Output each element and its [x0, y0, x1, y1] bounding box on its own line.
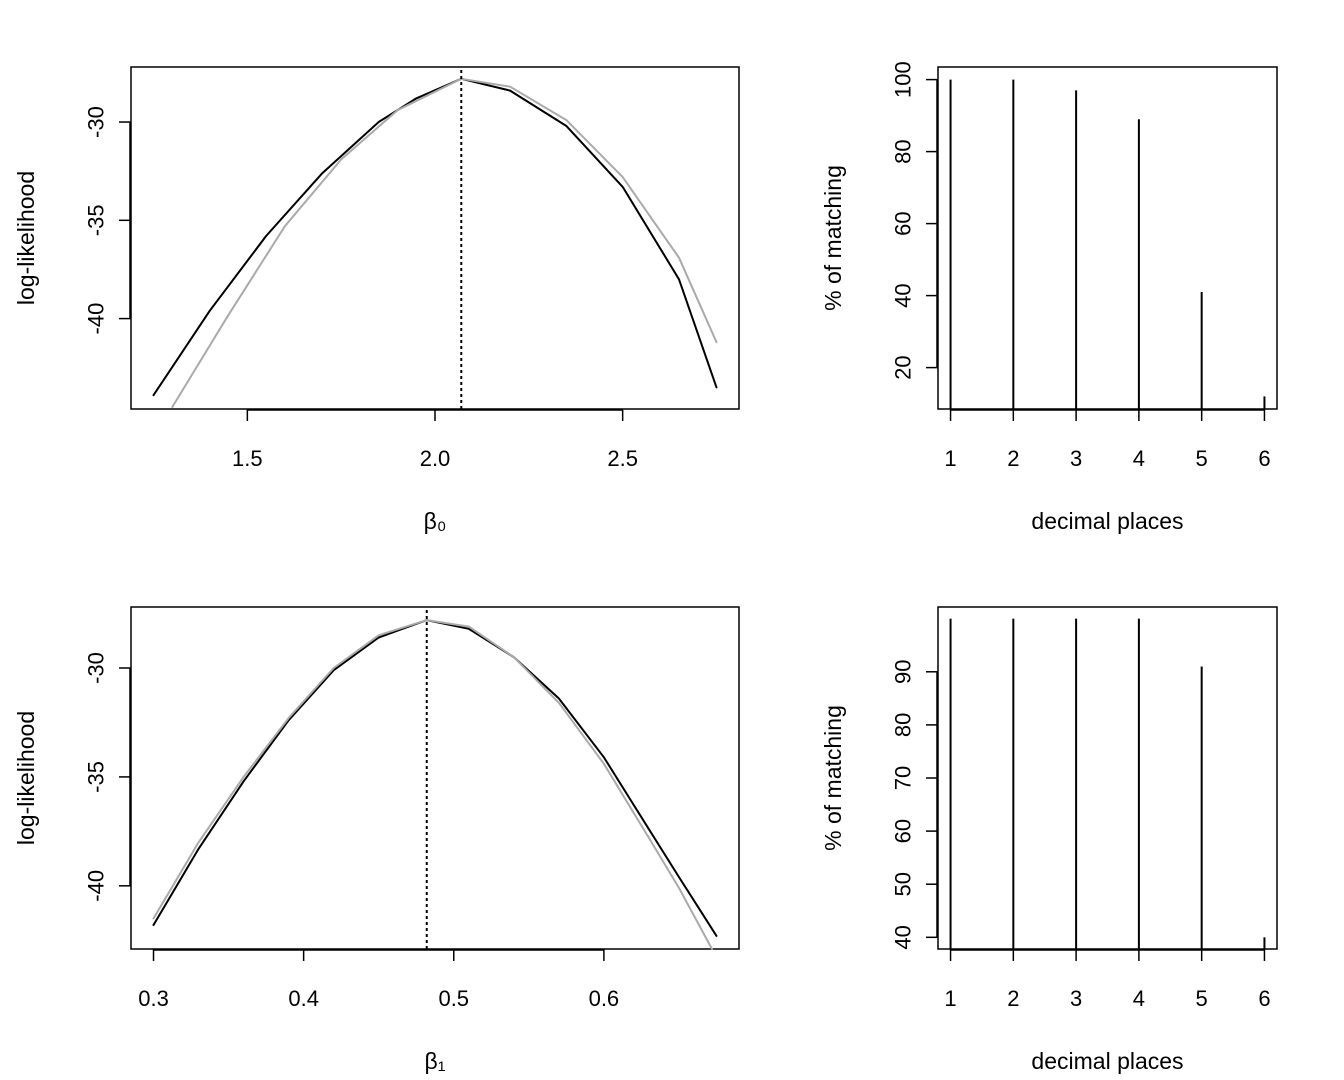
- x-tick-label: 4: [1133, 446, 1145, 471]
- x-axis-label: decimal places: [1031, 1048, 1183, 1074]
- y-tick-label: 20: [891, 355, 916, 379]
- y-tick-label: 100: [891, 61, 916, 98]
- x-tick-label: 6: [1258, 446, 1270, 471]
- loglik-curve-black: [152, 619, 718, 937]
- x-tick-label: 6: [1258, 986, 1270, 1011]
- y-axis-label: % of matching: [820, 705, 846, 851]
- x-tick-label: 2.5: [607, 446, 638, 471]
- x-tick-label: 4: [1133, 986, 1145, 1011]
- y-tick-label: 50: [891, 872, 916, 896]
- x-tick-label: 2: [1007, 986, 1019, 1011]
- plot-frame: [937, 606, 1278, 950]
- x-tick-label: 0.6: [589, 986, 620, 1011]
- x-tick-label: 2: [1007, 446, 1019, 471]
- x-tick-label: 2.0: [420, 446, 451, 471]
- panel-match-b1: 1 2 3 4 5 6 40 50 60 70 80 90 decimal places % of mat…: [820, 606, 1278, 1074]
- x-tick-label: 5: [1196, 986, 1208, 1011]
- plot-frame: [130, 66, 740, 410]
- x-axis-label: β₀: [424, 508, 447, 534]
- loglik-curve-gray: [171, 77, 718, 408]
- y-tick-label: 80: [891, 139, 916, 163]
- x-tick-label: 0.5: [438, 986, 469, 1011]
- y-tick-label: -35: [84, 204, 109, 236]
- y-tick-label: -35: [84, 761, 109, 793]
- x-axis-label: β₁: [425, 1048, 446, 1074]
- y-tick-label: -40: [84, 303, 109, 335]
- y-tick-label: -40: [84, 870, 109, 902]
- x-tick-label: 1: [944, 446, 956, 471]
- x-tick-label: 3: [1070, 986, 1082, 1011]
- panel-match-b0: 1 2 3 4 5 6 20 40 60 80 100 decimal places % of matc…: [820, 61, 1278, 534]
- y-axis-label: log-likelihood: [13, 171, 39, 305]
- x-tick-label: 3: [1070, 446, 1082, 471]
- y-tick-label: -30: [84, 652, 109, 684]
- panel-loglik-b0: 1.5 2.0 2.5 -40 -35 -30 β₀ log-likelihood: [13, 66, 740, 534]
- x-tick-label: 1: [944, 986, 956, 1011]
- y-axis-label: log-likelihood: [13, 711, 39, 845]
- y-tick-label: 60: [891, 211, 916, 235]
- plot-frame: [130, 606, 740, 950]
- y-tick-label: 90: [891, 660, 916, 684]
- loglik-curve-black: [152, 77, 718, 397]
- x-axis-label: decimal places: [1031, 508, 1183, 534]
- loglik-curve-gray: [152, 619, 713, 950]
- y-tick-label: -30: [84, 106, 109, 138]
- plot-frame: [937, 66, 1278, 410]
- x-tick-label: 0.3: [138, 986, 169, 1011]
- y-tick-label: 40: [891, 283, 916, 307]
- x-tick-label: 1.5: [232, 446, 263, 471]
- y-axis-label: % of matching: [820, 165, 846, 311]
- x-tick-label: 0.4: [288, 986, 319, 1011]
- y-tick-label: 80: [891, 713, 916, 737]
- x-tick-label: 5: [1196, 446, 1208, 471]
- y-tick-label: 60: [891, 819, 916, 843]
- y-tick-label: 40: [891, 925, 916, 949]
- panel-loglik-b1: 0.3 0.4 0.5 0.6 -40 -35 -30 β₁ log-likelihood: [13, 606, 740, 1074]
- y-tick-label: 70: [891, 766, 916, 790]
